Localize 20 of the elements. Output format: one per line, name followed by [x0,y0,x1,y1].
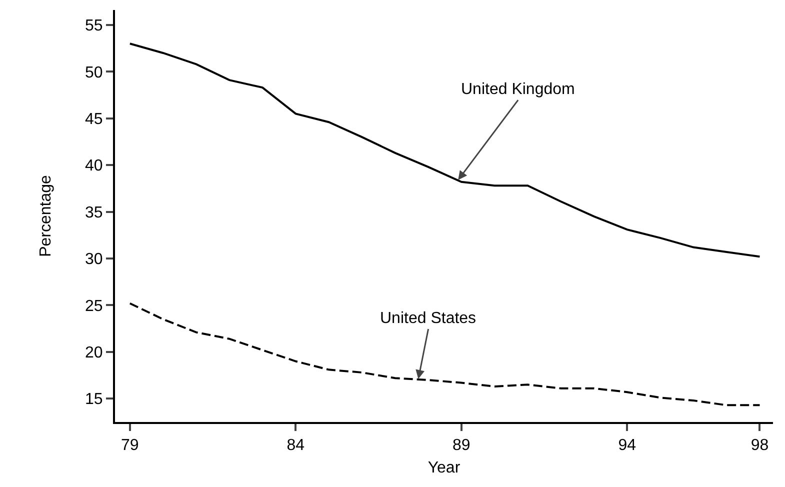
line-series [128,302,761,406]
x-tick-label: 84 [286,437,305,454]
y-tick-label: 20 [85,344,103,362]
y-tick-label: 55 [85,18,103,35]
y-tick-label: 40 [85,158,103,175]
y-tick-label: 25 [85,298,103,315]
y-tick-label: 45 [85,110,103,128]
x-axis-title: Year [428,459,461,476]
annotation: United States [380,310,476,327]
x-tick-label: 98 [750,437,769,454]
line-series [128,42,761,258]
y-tick-label: 30 [85,251,103,268]
x-tick-label: 79 [121,437,139,454]
x-tick-label: 94 [618,437,636,454]
y-tick-label: 50 [85,64,103,82]
y-tick-label: 35 [85,204,103,222]
y-axis-title: Percentage [37,174,54,257]
x-tick-label: 89 [452,437,470,454]
y-tick-label: 15 [85,391,103,408]
annotation: United Kingdom [461,81,575,98]
